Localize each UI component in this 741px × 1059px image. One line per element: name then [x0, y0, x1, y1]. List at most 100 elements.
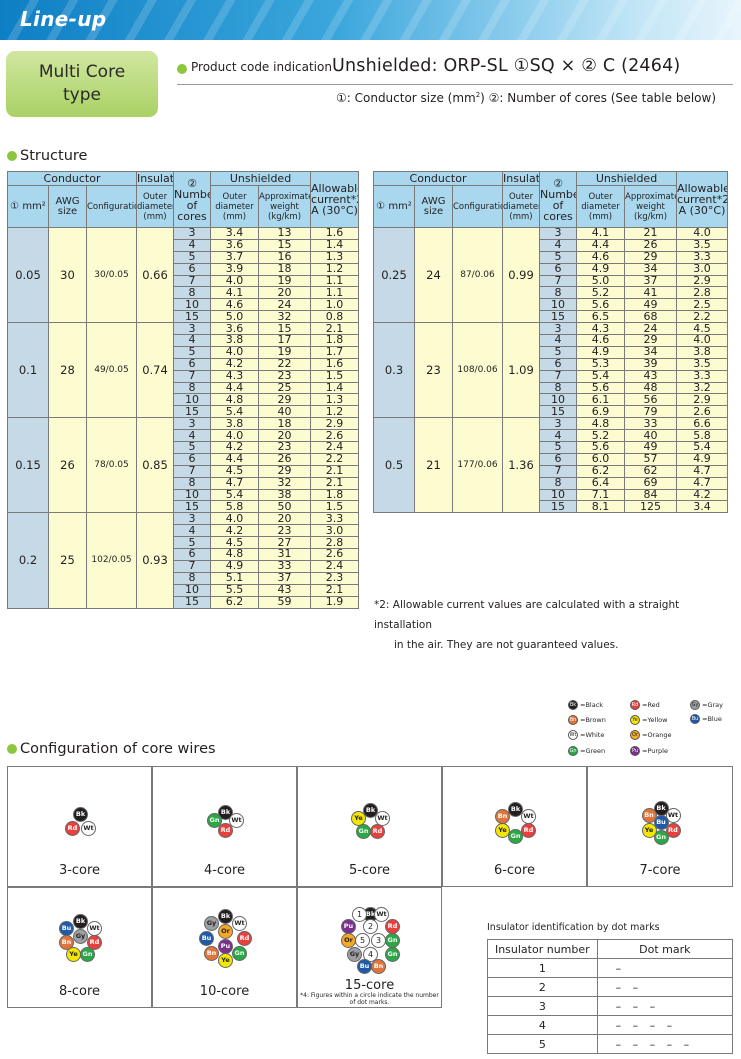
- cell-num-cores: 8: [173, 571, 212, 585]
- cell-num-cores: 15: [173, 310, 212, 324]
- table-row: 6 3.9 18 1.2: [8, 262, 360, 276]
- cell-num-cores: 3: [173, 512, 212, 526]
- cell-current: 1.2: [310, 262, 360, 276]
- configuration-title: Configuration of core wires: [20, 741, 216, 757]
- core-cell: Bk Bn Wt Ye Gn Rd 6-core: [442, 766, 587, 887]
- or-wire-icon: Or: [218, 923, 233, 939]
- cell-outer-diameter: 3.9: [210, 262, 260, 276]
- cell-current: 2.1: [310, 583, 360, 597]
- table-row: 5 4.6 29 3.3: [374, 250, 729, 264]
- cell-outer-diameter: 5.2: [576, 286, 626, 300]
- cell-num-cores: 6: [173, 452, 212, 466]
- cell-outer-diameter: 5.4: [576, 369, 626, 383]
- cell-current: 2.6: [310, 548, 360, 561]
- core-cell: Bk Gy Wt Bu Or Rd Pu Bn Gn Ye 10-core: [152, 887, 297, 1008]
- core-label: 15-core: [344, 978, 395, 993]
- wt-swatch-icon: Wt: [568, 730, 578, 740]
- cell-num-cores: 8: [173, 286, 212, 300]
- cell-weight: 34: [624, 345, 678, 359]
- legend-item: Wt =White: [568, 730, 604, 740]
- cell-dot-mark: – –: [596, 977, 734, 997]
- table-row: 0.3 23 108/0.06 1.09 3 4.3 24 4.5: [373, 322, 729, 419]
- note-part-b: ) ②: Number of cores (See table below): [480, 91, 716, 105]
- table-row: 0.05 30 30/0.05 0.66 3 3.4 13 1.6: [7, 226, 360, 324]
- cell-weight: 40: [624, 429, 678, 443]
- table-row: 10 5.5 43 2.1: [8, 583, 360, 597]
- table-row: 8 6.4 69 4.7: [374, 476, 729, 490]
- cell-current: 0.8: [310, 310, 360, 324]
- cell-num-cores: 3: [539, 227, 578, 240]
- core-label: 10-core: [199, 984, 250, 999]
- cell-outer-diameter: 4.9: [576, 345, 626, 359]
- legend-item: Gy =Gray: [690, 700, 723, 710]
- cell-outer-diameter: 4.0: [210, 429, 260, 443]
- bk-wire-icon: Bk: [73, 806, 88, 822]
- cell-weight: 19: [258, 345, 312, 359]
- cell-num-cores: 8: [539, 381, 578, 395]
- table-row: 10 5.6 49 2.5: [374, 298, 729, 312]
- cell-weight: 79: [624, 405, 678, 419]
- cell-outer-diameter: 5.1: [210, 571, 260, 585]
- gn-wire-icon: Gn: [508, 828, 523, 844]
- cell-num-cores: 4: [539, 334, 578, 347]
- dot-number-1-icon: 1: [352, 906, 367, 922]
- legend-label: =White: [580, 731, 605, 739]
- cell-outer-diameter: 5.8: [210, 500, 260, 514]
- cell-weight: 24: [258, 298, 312, 312]
- core-configuration-grid: Bk Rd Wt 3-core Bk Gn Wt Rd 4-core Bk Ye Wt Gn Rd 5-co…: [7, 766, 733, 1008]
- product-code-note: ①: Conductor size (mm2) ②: Number of cor…: [336, 91, 716, 105]
- cell-configuration: 49/0.05: [85, 322, 138, 419]
- cell-num-cores: 3: [173, 417, 212, 431]
- cell-current: 5.4: [676, 441, 729, 454]
- color-legend: Bk =Black Rd =Red Gy =Gray Bu =Blue Bn =Brown Ye =Y…: [568, 700, 738, 760]
- cell-outer-diameter: 4.3: [576, 322, 626, 336]
- cell-outer-diameter: 4.6: [576, 250, 626, 264]
- cell-weight: 49: [624, 298, 678, 312]
- cell-current: 2.5: [676, 298, 729, 312]
- pu-swatch-icon: Pu: [630, 746, 640, 756]
- cell-num-cores: 15: [539, 500, 578, 514]
- cell-weight: 32: [258, 476, 312, 490]
- dot-number-3-icon: 3: [371, 932, 386, 948]
- cell-insulator-number: 5: [487, 1034, 598, 1054]
- cell-ins-diameter: 0.74: [136, 322, 175, 419]
- cell-weight: 40: [258, 405, 312, 419]
- cell-num-cores: 6: [173, 548, 212, 561]
- cell-weight: 13: [258, 227, 312, 240]
- cell-weight: 16: [258, 250, 312, 264]
- header-conductor: Conductor: [6, 171, 138, 186]
- wt-wire-icon: Wt: [87, 920, 102, 936]
- ye-wire-icon: Ye: [495, 822, 510, 838]
- header-ins-outer-diameter: Outer diameter (mm): [136, 185, 175, 228]
- core-note: *4: Figures within a circle indicate the…: [300, 992, 439, 1006]
- cell-weight: 24: [624, 322, 678, 336]
- cell-current: 3.0: [676, 262, 729, 276]
- header-insulator-number: Insulator number: [487, 939, 598, 959]
- cell-num-cores: 3: [539, 322, 578, 336]
- cell-current: 1.5: [310, 500, 360, 514]
- or-swatch-icon: Or: [630, 730, 640, 740]
- gn-wire-icon: Gn: [207, 812, 222, 828]
- ye-swatch-icon: Ye: [630, 715, 640, 725]
- cell-num-cores: 10: [173, 583, 212, 597]
- cell-outer-diameter: 4.5: [210, 464, 260, 478]
- cell-current: 1.6: [310, 227, 360, 240]
- product-code-label: Product code indication: [191, 60, 332, 74]
- cell-dot-mark: –: [596, 958, 734, 978]
- cell-weight: 50: [258, 500, 312, 514]
- cell-num-cores: 4: [173, 524, 212, 538]
- legend-label: =Green: [580, 747, 606, 755]
- cell-num-cores: 3: [173, 227, 212, 240]
- cell-current: 3.3: [676, 369, 729, 383]
- bk-swatch-icon: Bk: [568, 700, 578, 710]
- header-configuration: Configuration: [451, 185, 504, 228]
- header-insulator: Insulator: [136, 171, 175, 186]
- header-awg: AWG size: [48, 185, 87, 228]
- cell-current: 2.1: [310, 464, 360, 478]
- cell-current: 2.6: [676, 405, 729, 419]
- wt-wire-icon: Wt: [232, 915, 247, 931]
- table-row: 7 4.0 19 1.1: [8, 274, 360, 288]
- cell-num-cores: 10: [173, 298, 212, 312]
- cell-weight: 84: [624, 488, 678, 502]
- cell-configuration: 87/0.06: [451, 226, 504, 324]
